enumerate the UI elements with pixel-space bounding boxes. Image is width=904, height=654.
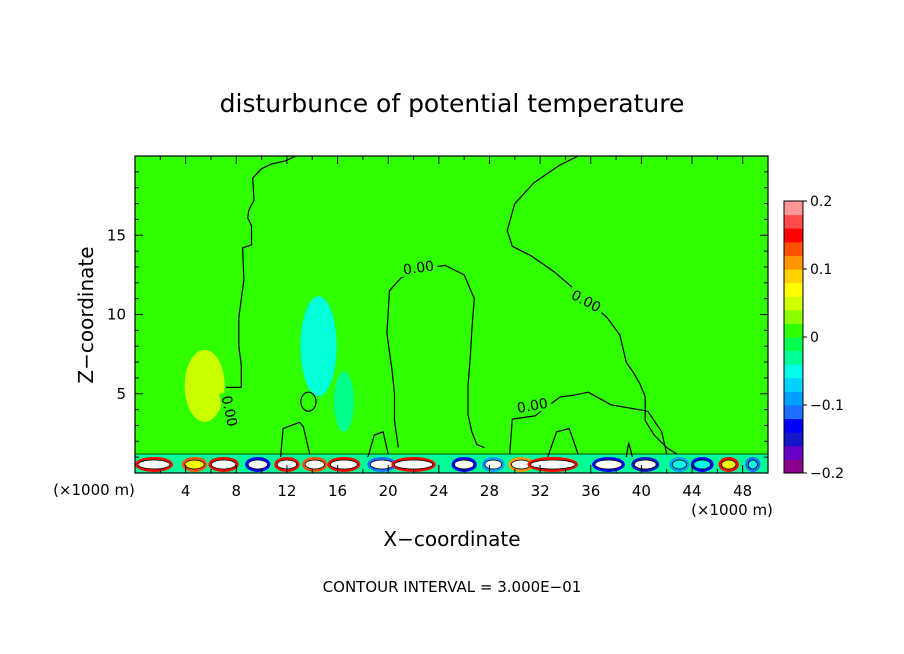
colorbar-swatch bbox=[784, 459, 803, 474]
colorbar-tick-label: 0 bbox=[810, 330, 819, 346]
y-tick-label: 10 bbox=[107, 306, 126, 324]
background-field bbox=[135, 156, 768, 473]
colorbar-swatch bbox=[784, 201, 803, 216]
colorbar-swatch bbox=[784, 337, 803, 352]
contour-label: 0.00 bbox=[516, 396, 549, 417]
x-unit-right: (×1000 m) bbox=[691, 501, 773, 519]
surface-cell-core bbox=[530, 459, 576, 470]
colorbar-swatch bbox=[784, 350, 803, 365]
contour-label-bg bbox=[218, 390, 242, 432]
x-tick-label: 16 bbox=[328, 482, 347, 500]
colorbar-swatch bbox=[784, 241, 803, 256]
contour-label-group: 0.00 bbox=[512, 394, 553, 417]
colorbar-swatch bbox=[784, 432, 803, 447]
colorbar-swatch bbox=[784, 418, 803, 433]
contour-label-group: 0.00 bbox=[218, 390, 242, 432]
plot-area: 0.000.000.000.00 bbox=[135, 156, 768, 473]
x-tick-label: 36 bbox=[581, 482, 600, 500]
surface-cell-core bbox=[693, 459, 711, 470]
zero-contour-line bbox=[226, 156, 297, 388]
surface-cell-core bbox=[184, 459, 205, 470]
x-unit-left: (×1000 m) bbox=[53, 481, 135, 499]
zero-contour-line bbox=[386, 264, 485, 449]
zero-contour-line bbox=[625, 442, 634, 458]
zero-contour-line bbox=[547, 428, 579, 458]
contour-interval-note: CONTOUR INTERVAL = 3.000E−01 bbox=[323, 578, 582, 596]
colorbar-swatch bbox=[784, 391, 803, 406]
colorbar-swatch bbox=[784, 309, 803, 324]
y-axis-label: Z−coordinate bbox=[74, 246, 98, 383]
anomaly-patch bbox=[184, 349, 225, 422]
surface-cell-core bbox=[454, 459, 475, 470]
contour-label-bg bbox=[566, 284, 607, 317]
x-tick-label: 32 bbox=[531, 482, 550, 500]
closed-contour bbox=[300, 391, 317, 412]
x-tick-label: 44 bbox=[682, 482, 701, 500]
colorbar-swatch bbox=[784, 255, 803, 270]
surface-cell-core bbox=[137, 459, 171, 470]
contour-label: 0.00 bbox=[402, 258, 435, 278]
surface-cell-core bbox=[247, 459, 268, 470]
colorbar-tick-label: −0.2 bbox=[810, 466, 844, 482]
x-tick-label: 8 bbox=[232, 482, 242, 500]
contour-label-bg bbox=[512, 394, 553, 416]
contour-label-group: 0.00 bbox=[398, 256, 439, 279]
colorbar-swatch bbox=[784, 269, 803, 284]
colorbar-swatch bbox=[784, 296, 803, 311]
anomaly-patch bbox=[333, 371, 354, 432]
anomaly-patch bbox=[300, 296, 337, 397]
surface-cell-core bbox=[304, 459, 325, 470]
x-tick-label: 28 bbox=[480, 482, 499, 500]
zero-contour-line bbox=[367, 431, 389, 458]
colorbar-swatch bbox=[784, 405, 803, 420]
surface-cell-core bbox=[633, 459, 657, 470]
surface-cell-core bbox=[393, 459, 434, 470]
surface-cell-core bbox=[484, 459, 503, 470]
surface-cell-core bbox=[721, 459, 737, 470]
colorbar-swatch bbox=[784, 323, 803, 338]
x-tick-label: 4 bbox=[181, 482, 191, 500]
colorbar-swatch bbox=[784, 377, 803, 392]
colorbar-swatch bbox=[784, 445, 803, 460]
zero-contour-line bbox=[509, 391, 668, 455]
x-axis-label: X−coordinate bbox=[383, 527, 520, 551]
x-tick-label: 20 bbox=[379, 482, 398, 500]
x-tick-label: 12 bbox=[277, 482, 296, 500]
surface-cell-core bbox=[330, 459, 358, 470]
x-tick-label: 40 bbox=[632, 482, 651, 500]
x-tick-label: 24 bbox=[429, 482, 448, 500]
x-tick-label: 48 bbox=[733, 482, 752, 500]
contour-label: 0.00 bbox=[218, 394, 240, 428]
colorbar-tick-label: 0.1 bbox=[810, 262, 832, 278]
chart-title: disturbunce of potential temperature bbox=[220, 89, 685, 118]
colorbar-swatch bbox=[784, 214, 803, 229]
colorbar-swatch bbox=[784, 228, 803, 243]
colorbar: 0.2 0.1 0 −0.1 −0.2 bbox=[783, 194, 844, 482]
surface-cell-core bbox=[594, 459, 623, 470]
colorbar-swatch bbox=[784, 364, 803, 379]
colorbar-tick-label: 0.2 bbox=[810, 194, 832, 210]
zero-contour-line bbox=[506, 156, 678, 455]
surface-cell-core bbox=[671, 459, 687, 470]
y-tick-label: 5 bbox=[116, 385, 126, 403]
contour-label-bg bbox=[398, 256, 439, 278]
colorbar-tick-label: −0.1 bbox=[810, 398, 844, 414]
colorbar-swatch bbox=[784, 282, 803, 297]
zero-contour-line bbox=[280, 421, 311, 458]
surface-cell-core bbox=[369, 459, 394, 470]
y-tick-label: 15 bbox=[107, 226, 126, 244]
surface-cell-core bbox=[211, 459, 237, 470]
surface-cell-core bbox=[747, 459, 758, 470]
